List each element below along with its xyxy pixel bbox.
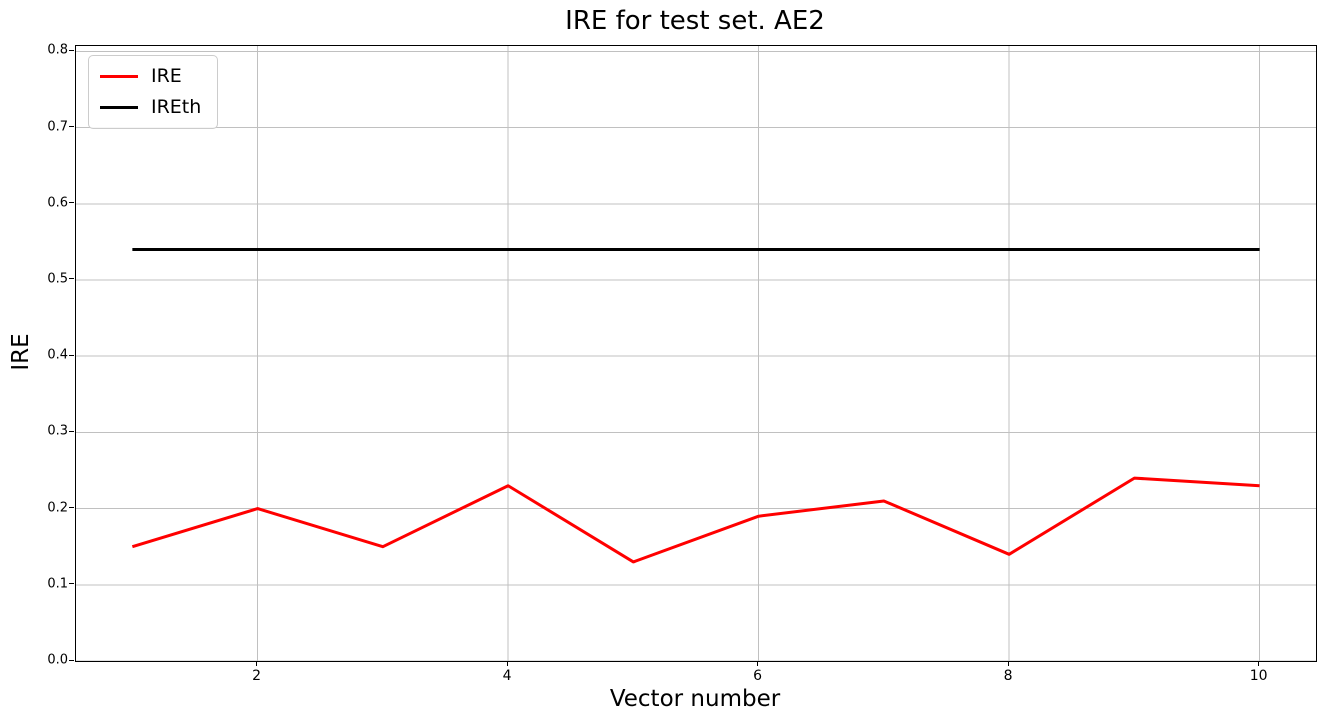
y-tick-label: 0.5 [47, 271, 68, 287]
y-tick-mark [69, 49, 74, 51]
y-tick-label: 0.8 [47, 42, 68, 58]
ireth-line-sample-icon [100, 106, 138, 109]
ire-line [131, 476, 1260, 564]
x-axis-label: Vector number [609, 686, 781, 712]
y-tick-mark [69, 430, 74, 432]
legend-label-ire: IRE [151, 65, 182, 87]
x-tick-label: 8 [1003, 668, 1013, 684]
y-tick-mark [69, 202, 74, 204]
y-tick-label: 0.0 [47, 652, 68, 668]
y-tick-label: 0.2 [47, 500, 68, 516]
y-tick-mark [69, 659, 74, 661]
x-tick-label: 4 [502, 668, 512, 684]
x-tick-mark [256, 661, 258, 666]
x-tick-mark [757, 661, 759, 666]
y-tick-label: 0.1 [47, 576, 68, 592]
plot-area: IRE IREth [75, 45, 1317, 662]
y-tick-label: 0.3 [47, 423, 68, 439]
legend-label-ireth: IREth [151, 96, 202, 118]
y-tick-mark [69, 126, 74, 128]
x-tick-label: 2 [252, 668, 262, 684]
x-tick-label: 10 [1249, 668, 1268, 684]
series-layer [131, 247, 1260, 564]
x-tick-mark [1258, 661, 1260, 666]
y-tick-mark [69, 583, 74, 585]
y-tick-mark [69, 507, 74, 509]
y-tick-label: 0.4 [47, 347, 68, 363]
y-tick-mark [69, 278, 74, 280]
y-tick-mark [69, 354, 74, 356]
legend-entry-ireth: IREth [100, 94, 201, 121]
grid-layer [76, 46, 1316, 661]
x-tick-label: 6 [753, 668, 763, 684]
chart-title: IRE for test set. AE2 [565, 6, 825, 36]
ire-line-sample-icon [100, 75, 138, 78]
y-tick-label: 0.6 [47, 195, 68, 211]
x-tick-mark [506, 661, 508, 666]
legend-entry-ire: IRE [100, 63, 201, 90]
legend: IRE IREth [88, 55, 219, 129]
chart-svg [76, 46, 1316, 661]
x-tick-mark [1007, 661, 1009, 666]
y-tick-label: 0.7 [47, 119, 68, 135]
